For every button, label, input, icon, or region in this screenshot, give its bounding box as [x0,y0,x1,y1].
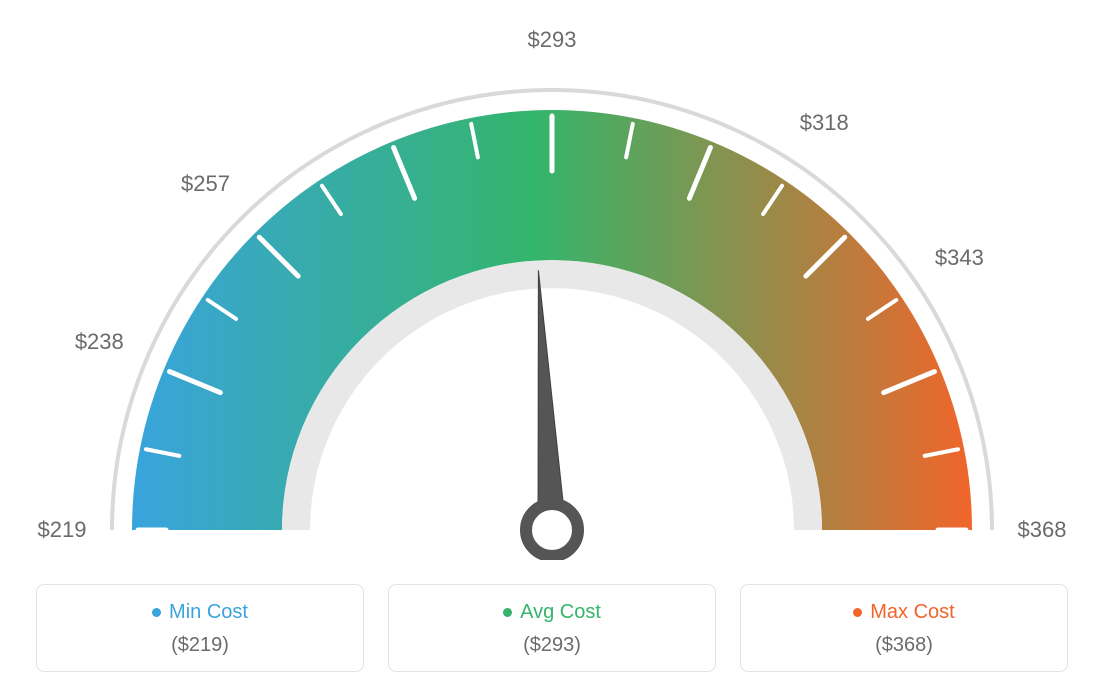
gauge-svg [0,0,1104,560]
gauge-tick-label: $293 [528,27,577,53]
legend-title-text: Min Cost [169,601,248,624]
legend-card-avg: Avg Cost ($293) [388,584,716,672]
gauge-tick-label: $318 [800,110,849,136]
legend-title-avg: Avg Cost [503,601,601,624]
legend-title-min: Min Cost [152,601,248,624]
legend-title-max: Max Cost [853,601,954,624]
legend-row: Min Cost ($219) Avg Cost ($293) Max Cost… [0,584,1104,672]
gauge-tick-label: $219 [38,517,87,543]
legend-value-max: ($368) [751,634,1057,657]
gauge-tick-label: $238 [75,329,124,355]
dot-icon [503,608,512,617]
cost-gauge: $219 $238 $257 $293 $318 $343 $368 [0,0,1104,560]
dot-icon [152,608,161,617]
legend-card-min: Min Cost ($219) [36,584,364,672]
dot-icon [853,608,862,617]
legend-card-max: Max Cost ($368) [740,584,1068,672]
legend-title-text: Avg Cost [520,601,601,624]
legend-title-text: Max Cost [870,601,954,624]
legend-value-avg: ($293) [399,634,705,657]
gauge-tick-label: $257 [181,171,230,197]
gauge-tick-label: $368 [1018,517,1067,543]
gauge-tick-label: $343 [935,245,984,271]
legend-value-min: ($219) [47,634,353,657]
